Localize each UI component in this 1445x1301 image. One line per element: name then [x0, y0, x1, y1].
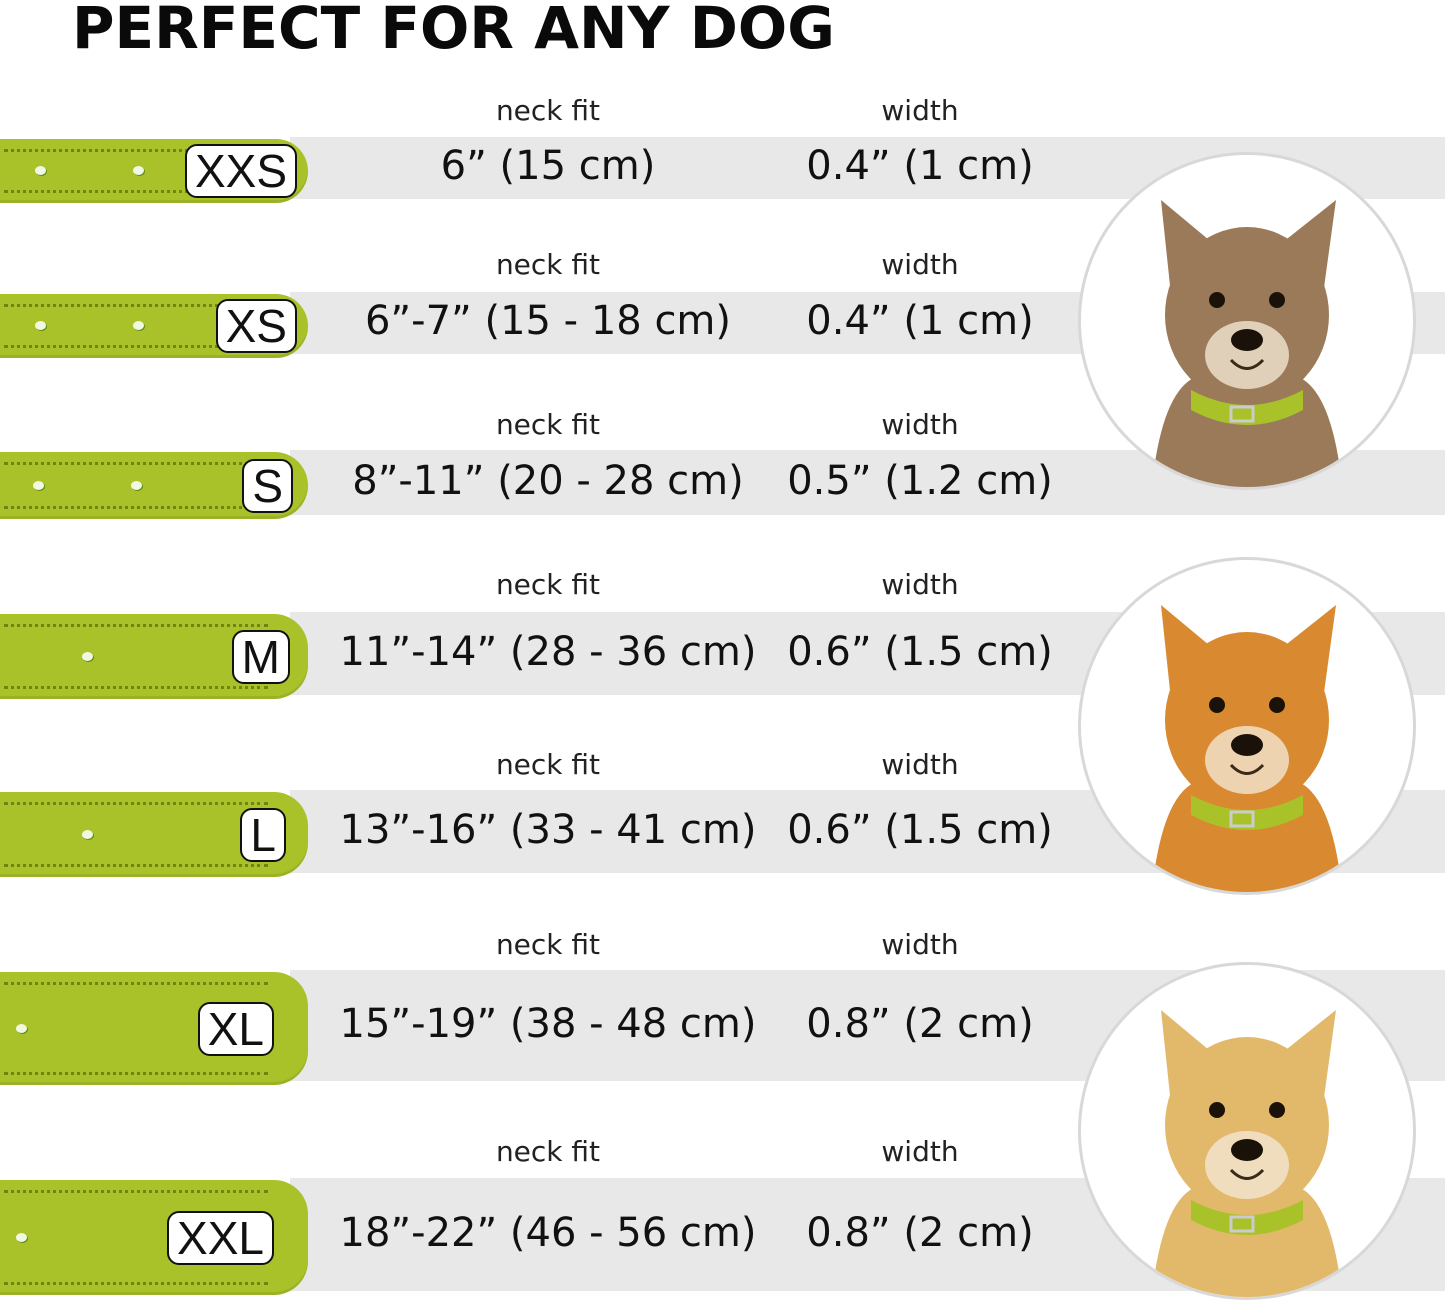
neck-fit-label: neck fit	[495, 748, 601, 781]
collar-graphic: XXS	[0, 139, 308, 203]
neck-fit-label: neck fit	[495, 248, 601, 281]
width-label: width	[881, 408, 959, 441]
dog-ear-right	[1273, 1010, 1336, 1105]
collar-graphic: M	[0, 614, 308, 699]
terrier-photo	[1078, 152, 1416, 490]
collar-hole	[133, 321, 144, 330]
width-value: 0.6” (1.5 cm)	[787, 628, 1053, 675]
collar-hole	[82, 651, 93, 661]
collar-hole	[35, 321, 46, 330]
width-value: 0.8” (2 cm)	[806, 1209, 1034, 1256]
collar-hole	[16, 1232, 27, 1242]
labrador-photo	[1078, 962, 1416, 1300]
size-tag: XXS	[184, 144, 297, 198]
width-label: width	[881, 928, 959, 961]
collar-hole	[33, 480, 44, 490]
collar-hole	[35, 166, 46, 175]
width-value: 0.4” (1 cm)	[806, 298, 1034, 344]
neck-fit-label: neck fit	[495, 408, 601, 441]
width-value: 0.8” (2 cm)	[806, 1000, 1034, 1047]
width-label: width	[881, 94, 959, 127]
dog-ear-right	[1273, 200, 1336, 295]
collar-graphic: L	[0, 792, 308, 877]
neck-fit-value: 11”-14” (28 - 36 cm)	[339, 628, 757, 675]
width-value: 0.4” (1 cm)	[806, 143, 1034, 189]
neck-fit-value: 15”-19” (38 - 48 cm)	[339, 1000, 757, 1047]
width-label: width	[881, 248, 959, 281]
width-label: width	[881, 1135, 959, 1168]
neck-fit-value: 13”-16” (33 - 41 cm)	[339, 806, 757, 853]
size-tag: S	[242, 458, 293, 513]
corgi-photo	[1078, 557, 1416, 895]
width-label: width	[881, 748, 959, 781]
size-tag: M	[231, 629, 290, 684]
collar-graphic: S	[0, 452, 308, 519]
neck-fit-value: 8”-11” (20 - 28 cm)	[352, 457, 744, 504]
neck-fit-value: 18”-22” (46 - 56 cm)	[339, 1209, 757, 1256]
width-label: width	[881, 568, 959, 601]
collar-hole	[131, 480, 142, 490]
collar-hole	[16, 1023, 27, 1033]
neck-fit-label: neck fit	[495, 94, 601, 127]
neck-fit-label: neck fit	[495, 568, 601, 601]
neck-fit-label: neck fit	[495, 928, 601, 961]
width-value: 0.6” (1.5 cm)	[787, 806, 1053, 853]
width-value: 0.5” (1.2 cm)	[787, 457, 1053, 504]
dog-ear-right	[1273, 605, 1336, 700]
neck-fit-value: 6” (15 cm)	[440, 143, 656, 189]
size-tag: XL	[197, 1001, 274, 1056]
size-tag: XXL	[167, 1210, 274, 1265]
size-tag: L	[240, 807, 286, 862]
size-tag: XS	[215, 299, 297, 353]
neck-fit-label: neck fit	[495, 1135, 601, 1168]
page-title: PERFECT FOR ANY DOG	[72, 0, 835, 62]
collar-graphic: XL	[0, 972, 308, 1085]
neck-fit-value: 6”-7” (15 - 18 cm)	[364, 298, 732, 344]
collar-graphic: XXL	[0, 1180, 308, 1295]
collar-hole	[133, 166, 144, 175]
collar-graphic: XS	[0, 294, 308, 358]
collar-hole	[82, 829, 93, 839]
